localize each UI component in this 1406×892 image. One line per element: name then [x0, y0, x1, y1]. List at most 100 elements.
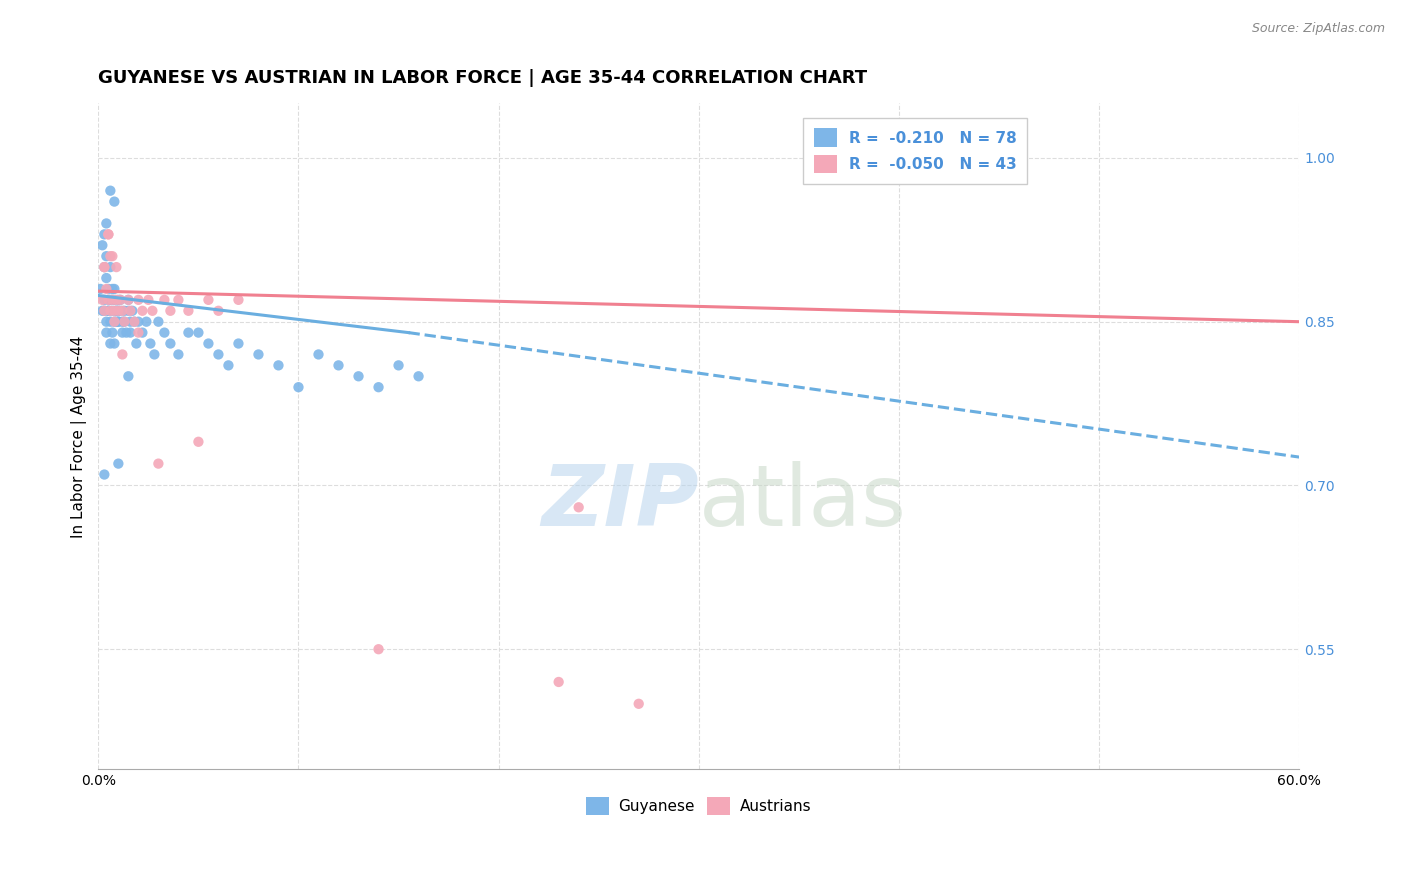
- Point: [207, 347, 229, 361]
- Point: [267, 359, 290, 373]
- Point: [131, 326, 153, 340]
- Point: [117, 303, 139, 318]
- Point: [103, 315, 125, 329]
- Point: [98, 336, 121, 351]
- Point: [138, 293, 160, 307]
- Point: [107, 303, 129, 318]
- Point: [93, 260, 115, 274]
- Point: [91, 293, 114, 307]
- Point: [105, 315, 128, 329]
- Point: [93, 303, 115, 318]
- Point: [107, 315, 129, 329]
- Point: [328, 359, 350, 373]
- Point: [97, 293, 120, 307]
- Point: [93, 293, 115, 307]
- Point: [148, 457, 170, 471]
- Point: [101, 249, 124, 263]
- Point: [287, 380, 309, 394]
- Point: [93, 260, 115, 274]
- Point: [101, 293, 124, 307]
- Point: [125, 336, 148, 351]
- Point: [101, 326, 124, 340]
- Point: [103, 194, 125, 209]
- Point: [101, 282, 124, 296]
- Legend: Guyanese, Austrians: Guyanese, Austrians: [581, 790, 817, 822]
- Point: [107, 293, 129, 307]
- Point: [98, 260, 121, 274]
- Point: [103, 336, 125, 351]
- Point: [91, 238, 114, 252]
- Point: [117, 369, 139, 384]
- Point: [124, 315, 146, 329]
- Point: [153, 326, 176, 340]
- Point: [110, 293, 132, 307]
- Point: [96, 249, 118, 263]
- Point: [112, 315, 135, 329]
- Point: [111, 347, 134, 361]
- Point: [97, 227, 120, 242]
- Point: [228, 336, 250, 351]
- Point: [217, 359, 239, 373]
- Point: [110, 293, 132, 307]
- Point: [107, 457, 129, 471]
- Point: [367, 642, 389, 657]
- Point: [105, 303, 128, 318]
- Point: [93, 227, 115, 242]
- Point: [96, 282, 118, 296]
- Text: GUYANESE VS AUSTRIAN IN LABOR FORCE | AGE 35-44 CORRELATION CHART: GUYANESE VS AUSTRIAN IN LABOR FORCE | AG…: [98, 69, 868, 87]
- Point: [96, 326, 118, 340]
- Point: [627, 697, 650, 711]
- Point: [121, 303, 143, 318]
- Point: [111, 303, 134, 318]
- Point: [159, 336, 181, 351]
- Point: [568, 500, 591, 515]
- Point: [177, 303, 200, 318]
- Point: [197, 336, 219, 351]
- Point: [101, 293, 124, 307]
- Point: [177, 326, 200, 340]
- Point: [112, 315, 135, 329]
- Point: [103, 282, 125, 296]
- Point: [97, 293, 120, 307]
- Point: [117, 293, 139, 307]
- Point: [93, 303, 115, 318]
- Point: [93, 260, 115, 274]
- Point: [127, 293, 149, 307]
- Point: [96, 216, 118, 230]
- Point: [367, 380, 389, 394]
- Point: [107, 315, 129, 329]
- Point: [408, 369, 430, 384]
- Point: [96, 271, 118, 285]
- Point: [105, 260, 128, 274]
- Point: [308, 347, 330, 361]
- Point: [139, 336, 162, 351]
- Point: [110, 303, 132, 318]
- Text: ZIP: ZIP: [541, 461, 699, 544]
- Point: [127, 326, 149, 340]
- Point: [148, 315, 170, 329]
- Point: [228, 293, 250, 307]
- Point: [247, 347, 270, 361]
- Point: [120, 315, 142, 329]
- Point: [103, 315, 125, 329]
- Point: [98, 303, 121, 318]
- Point: [131, 303, 153, 318]
- Point: [197, 293, 219, 307]
- Point: [124, 315, 146, 329]
- Point: [98, 315, 121, 329]
- Point: [103, 303, 125, 318]
- Point: [103, 293, 125, 307]
- Point: [89, 282, 111, 296]
- Point: [105, 303, 128, 318]
- Point: [98, 249, 121, 263]
- Text: atlas: atlas: [699, 461, 907, 544]
- Point: [96, 315, 118, 329]
- Point: [167, 293, 190, 307]
- Point: [120, 326, 142, 340]
- Point: [98, 293, 121, 307]
- Point: [1008, 151, 1031, 165]
- Point: [187, 434, 209, 449]
- Point: [98, 184, 121, 198]
- Point: [111, 315, 134, 329]
- Point: [93, 467, 115, 482]
